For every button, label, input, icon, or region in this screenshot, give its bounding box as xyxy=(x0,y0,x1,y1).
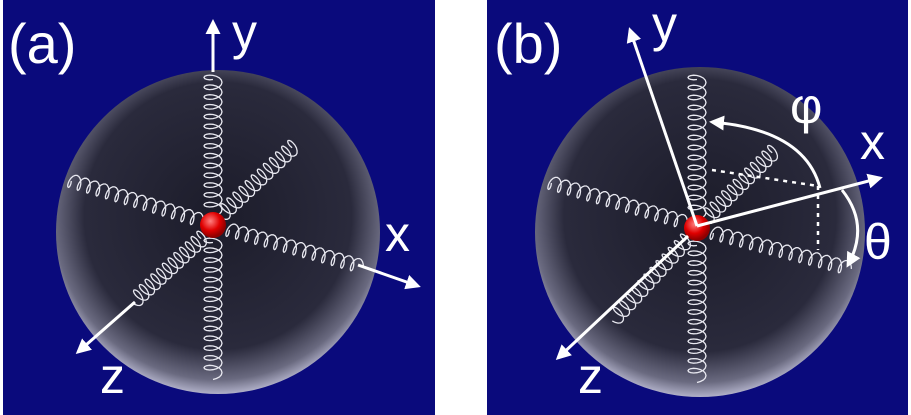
figure: (a) y x z (b) y x z φ θ xyxy=(0,0,911,415)
z-label: z xyxy=(100,348,125,404)
phi-label: φ xyxy=(790,78,822,134)
x-label: x xyxy=(385,206,410,262)
panel-a: (a) y x z xyxy=(3,0,435,415)
particle xyxy=(200,212,226,238)
x-label: x xyxy=(860,114,885,170)
z-label: z xyxy=(578,348,603,404)
panel-label: (b) xyxy=(494,12,562,75)
y-label: y xyxy=(232,4,257,60)
panel-b: (b) y x z φ θ xyxy=(487,0,908,415)
panel-label: (a) xyxy=(8,12,76,75)
theta-label: θ xyxy=(864,214,892,270)
y-label: y xyxy=(652,0,677,52)
